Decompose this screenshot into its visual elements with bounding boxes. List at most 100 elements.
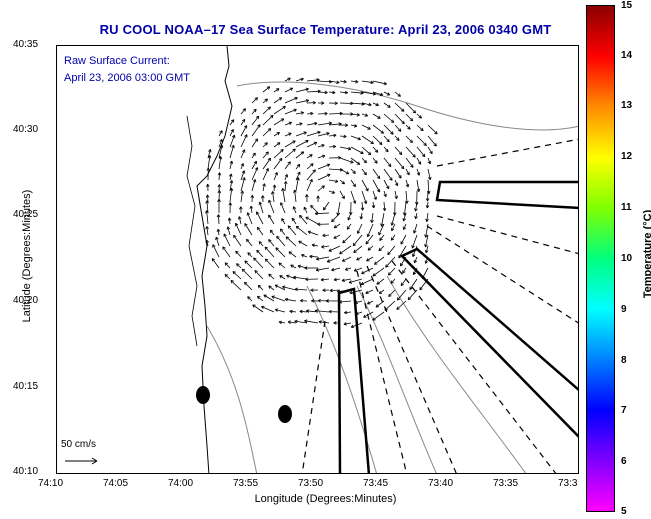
current-vector bbox=[347, 212, 352, 221]
current-vector-head bbox=[342, 239, 345, 244]
current-vector bbox=[339, 102, 354, 104]
current-vector-head bbox=[290, 87, 294, 91]
current-vector bbox=[346, 223, 352, 230]
current-vector-head bbox=[242, 268, 246, 271]
current-vector-head bbox=[265, 151, 269, 154]
current-vector bbox=[289, 310, 297, 313]
current-vector-head bbox=[414, 260, 417, 264]
current-vector-head bbox=[244, 282, 246, 286]
current-vector bbox=[262, 168, 269, 181]
current-vector-head bbox=[328, 311, 332, 314]
current-vector bbox=[317, 113, 328, 115]
current-vector bbox=[400, 278, 407, 286]
y-axis-label: Latitude (Degrees:Minutes) bbox=[21, 189, 33, 323]
buoy-marker bbox=[278, 405, 292, 423]
shoreline-inner bbox=[186, 115, 198, 347]
current-vector bbox=[426, 212, 429, 222]
current-vector-head bbox=[387, 251, 389, 255]
current-vector-head bbox=[333, 322, 337, 325]
current-vector bbox=[328, 190, 335, 194]
current-vector-head bbox=[269, 106, 271, 110]
current-vector bbox=[361, 190, 367, 204]
current-vector-head bbox=[350, 162, 354, 164]
map-plot-area[interactable]: Raw Surface Current: April 23, 2006 03:0… bbox=[56, 45, 579, 474]
current-vector-head bbox=[378, 143, 383, 145]
current-vector-head bbox=[235, 250, 239, 253]
current-vector bbox=[427, 146, 433, 155]
current-vector bbox=[274, 284, 286, 291]
colorbar-tick: 6 bbox=[621, 456, 627, 467]
current-vector-head bbox=[380, 132, 384, 134]
current-vector-head bbox=[205, 239, 208, 244]
current-vector bbox=[252, 304, 264, 313]
current-vector-head bbox=[255, 115, 259, 118]
x-tick: 73:40 bbox=[428, 478, 454, 489]
current-vector bbox=[247, 212, 253, 225]
current-vector-head bbox=[409, 126, 411, 130]
current-vector-head bbox=[384, 309, 388, 311]
current-vector-head bbox=[347, 227, 351, 230]
current-vector-head bbox=[344, 310, 347, 314]
current-vector-head bbox=[407, 298, 412, 301]
current-vector-head bbox=[397, 298, 401, 301]
current-vector-head bbox=[316, 79, 320, 82]
current-vector-head bbox=[425, 198, 428, 202]
current-vector bbox=[295, 99, 309, 104]
current-vector bbox=[295, 164, 301, 170]
current-vector-head bbox=[305, 216, 308, 220]
current-vector-head bbox=[305, 87, 309, 90]
current-vector-head bbox=[412, 254, 416, 258]
current-vector bbox=[306, 163, 314, 170]
current-vector-head bbox=[364, 115, 368, 117]
current-vector-head bbox=[287, 225, 290, 229]
current-vector-head bbox=[328, 81, 332, 84]
current-vector bbox=[251, 97, 258, 104]
current-vector bbox=[372, 201, 375, 209]
current-vector bbox=[317, 132, 330, 137]
current-vector bbox=[298, 240, 308, 247]
current-vector-head bbox=[411, 139, 413, 143]
current-vector-head bbox=[347, 148, 352, 151]
current-vector-head bbox=[343, 79, 347, 83]
current-vector-head bbox=[350, 212, 353, 215]
current-vector-head bbox=[416, 189, 420, 192]
current-vector-head bbox=[365, 113, 368, 117]
current-vector-head bbox=[323, 208, 327, 211]
current-vector-head bbox=[205, 200, 208, 204]
map-canvas bbox=[65, 46, 578, 473]
current-vector-head bbox=[425, 249, 427, 253]
current-vector-head bbox=[396, 139, 400, 141]
current-vector-head bbox=[293, 276, 297, 280]
current-vector bbox=[295, 171, 301, 181]
current-vector bbox=[354, 267, 363, 272]
current-vector bbox=[287, 225, 297, 236]
current-vector-head bbox=[367, 249, 372, 251]
current-vector-head bbox=[296, 163, 300, 166]
current-vector-head bbox=[416, 173, 420, 176]
current-vector-head bbox=[401, 122, 405, 125]
current-vector-head bbox=[367, 301, 370, 305]
current-vector-head bbox=[379, 237, 381, 241]
current-vector bbox=[259, 201, 264, 214]
current-vector-head bbox=[250, 205, 254, 209]
current-vector bbox=[365, 289, 374, 294]
current-vector bbox=[426, 201, 429, 209]
current-vector-head bbox=[299, 123, 303, 126]
current-vector bbox=[384, 300, 396, 311]
current-vector bbox=[413, 223, 418, 234]
current-vector-head bbox=[407, 183, 410, 188]
current-vector-head bbox=[244, 281, 248, 284]
current-vector-head bbox=[235, 222, 239, 226]
current-vector-head bbox=[294, 109, 297, 113]
current-vector bbox=[339, 179, 345, 185]
current-vector-head bbox=[231, 160, 234, 165]
current-vector-head bbox=[289, 309, 293, 312]
current-vector-head bbox=[348, 280, 352, 283]
current-vector bbox=[227, 226, 231, 236]
current-vector bbox=[273, 118, 285, 126]
current-vector-head bbox=[354, 200, 357, 204]
current-vector bbox=[372, 113, 381, 119]
current-vector-head bbox=[284, 298, 288, 302]
current-vector-head bbox=[306, 88, 309, 92]
current-vector-head bbox=[247, 252, 251, 254]
